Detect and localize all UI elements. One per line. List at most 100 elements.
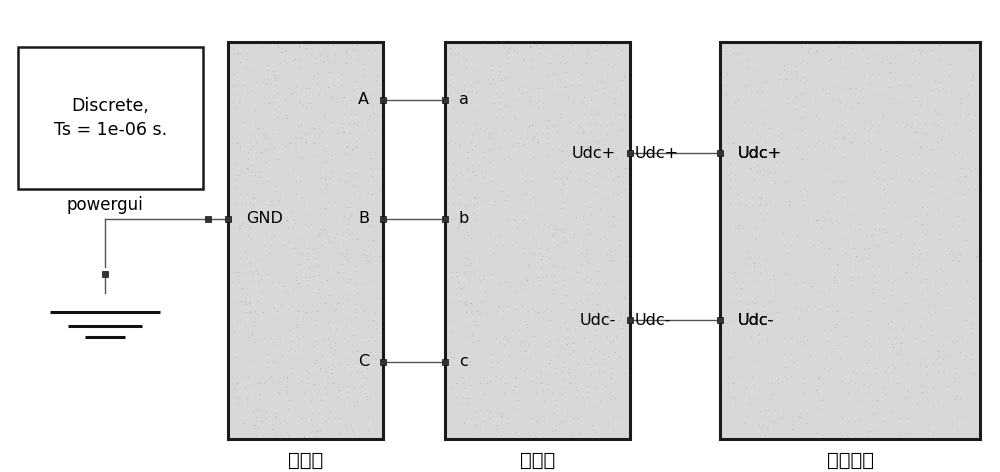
Point: [443, 384, 459, 391]
Point: [525, 234, 541, 241]
Point: [610, 190, 626, 197]
Point: [237, 202, 253, 209]
Point: [494, 409, 510, 416]
Point: [792, 76, 808, 84]
Point: [362, 112, 378, 119]
Point: [781, 202, 797, 209]
Point: [347, 280, 363, 287]
Point: [237, 248, 253, 255]
Point: [451, 222, 467, 229]
Point: [268, 413, 284, 421]
Point: [609, 216, 625, 224]
Point: [749, 88, 765, 95]
Point: [285, 302, 301, 310]
Point: [237, 322, 253, 329]
Point: [549, 128, 565, 135]
Point: [783, 241, 799, 249]
Point: [531, 44, 547, 51]
Point: [506, 217, 522, 224]
Point: [743, 154, 759, 161]
Point: [348, 143, 364, 151]
Point: [339, 220, 355, 228]
Point: [809, 47, 825, 54]
Point: [752, 270, 768, 277]
Point: [726, 269, 742, 276]
Point: [302, 387, 318, 394]
Point: [312, 225, 328, 233]
Point: [918, 129, 934, 137]
Point: [556, 198, 572, 205]
Point: [534, 84, 550, 92]
Point: [877, 367, 893, 375]
Point: [831, 42, 847, 50]
Point: [258, 229, 274, 236]
Point: [889, 379, 905, 387]
Point: [450, 59, 466, 66]
Point: [451, 141, 467, 149]
Point: [278, 48, 294, 55]
Point: [289, 127, 305, 135]
Point: [297, 129, 313, 137]
Point: [276, 241, 292, 249]
Point: [825, 177, 841, 185]
Point: [834, 377, 850, 384]
Point: [329, 213, 345, 220]
Point: [587, 182, 603, 190]
Point: [227, 159, 243, 167]
Point: [245, 338, 261, 346]
Point: [794, 155, 810, 163]
Point: [565, 234, 581, 241]
Point: [556, 276, 572, 284]
Point: [470, 267, 486, 274]
Point: [882, 59, 898, 67]
Point: [478, 308, 494, 316]
Point: [527, 433, 543, 440]
Point: [359, 374, 375, 382]
Point: [450, 278, 466, 286]
Point: [738, 384, 754, 391]
Point: [579, 143, 595, 151]
Point: [509, 224, 525, 232]
Point: [279, 382, 295, 389]
Point: [930, 368, 946, 376]
Point: [510, 139, 526, 147]
Point: [295, 101, 311, 109]
Point: [312, 50, 328, 58]
Point: [554, 147, 570, 155]
Point: [892, 50, 908, 58]
Point: [912, 101, 928, 109]
Point: [548, 174, 564, 182]
Point: [473, 197, 489, 204]
Point: [618, 252, 634, 260]
Point: [583, 204, 599, 211]
Point: [560, 93, 576, 101]
Point: [248, 138, 264, 145]
Point: [784, 421, 800, 429]
Point: [518, 273, 534, 281]
Bar: [18, 47, 203, 189]
Point: [299, 276, 315, 284]
Point: [885, 93, 901, 101]
Point: [571, 317, 587, 325]
Point: [240, 334, 256, 341]
Point: [839, 200, 855, 207]
Point: [616, 111, 632, 118]
Point: [576, 93, 592, 101]
Point: [889, 350, 905, 358]
Point: [317, 90, 333, 98]
Point: [553, 299, 569, 307]
Point: [564, 81, 580, 89]
Point: [737, 420, 753, 427]
Point: [614, 76, 630, 84]
Point: [245, 200, 261, 208]
Point: [451, 95, 467, 103]
Point: [588, 189, 604, 197]
Point: [818, 90, 834, 97]
Point: [507, 287, 523, 295]
Point: [458, 300, 474, 308]
Point: [317, 204, 333, 211]
Point: [528, 241, 544, 248]
Point: [536, 397, 552, 405]
Point: [960, 110, 976, 118]
Point: [331, 386, 347, 394]
